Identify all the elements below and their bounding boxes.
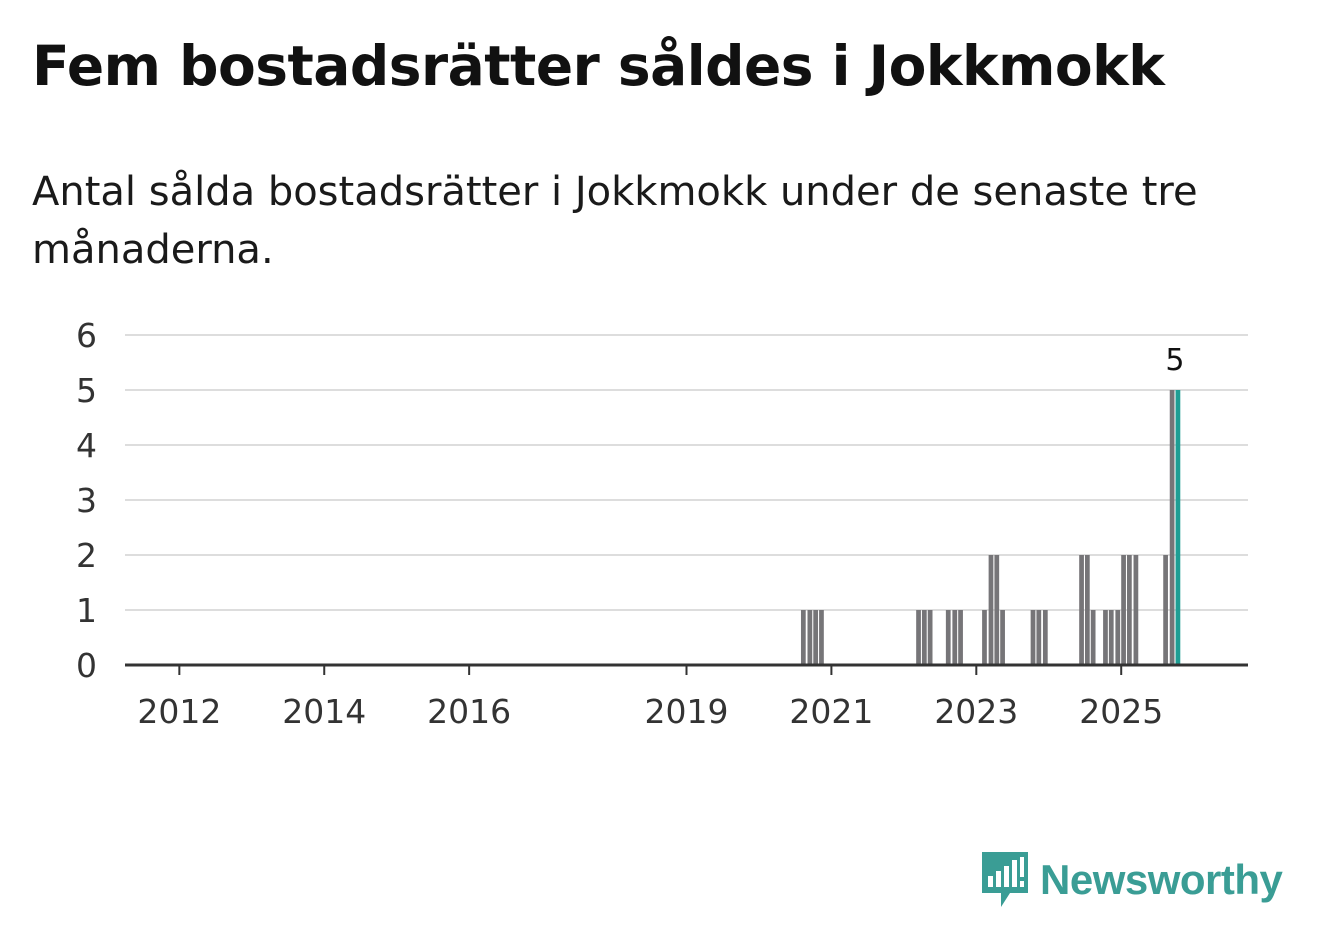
bar — [1170, 390, 1175, 665]
y-tick-label: 0 — [76, 646, 97, 685]
bar — [982, 610, 987, 665]
bar — [1036, 610, 1041, 665]
bar — [1121, 555, 1126, 665]
bar — [989, 555, 994, 665]
axes — [125, 665, 1248, 675]
highlight-value-label: 5 — [1165, 343, 1184, 378]
bar — [1079, 555, 1084, 665]
bar — [819, 610, 824, 665]
newsworthy-logo: Newsworthy — [980, 848, 1282, 912]
bar — [1091, 610, 1096, 665]
bar — [994, 555, 999, 665]
bar-chart: 0 1 2 3 4 5 6 5 2012 2014 2016 2019 2021 2023 2025 — [0, 0, 1322, 760]
x-tick-label: 2023 — [934, 692, 1018, 731]
bar — [958, 610, 963, 665]
newsworthy-logo-icon — [980, 849, 1030, 911]
y-tick-label: 2 — [76, 536, 97, 575]
y-tick-label: 3 — [76, 481, 97, 520]
y-tick-label: 6 — [76, 316, 97, 355]
bar — [922, 610, 927, 665]
bar — [928, 610, 933, 665]
brand-name: Newsworthy — [1040, 856, 1282, 904]
labels: 0 1 2 3 4 5 6 5 2012 2014 2016 2019 2021 2023 2025 — [76, 316, 1184, 731]
y-tick-label: 1 — [76, 591, 97, 630]
bar — [1163, 555, 1168, 665]
x-tick-label: 2016 — [427, 692, 511, 731]
bar — [916, 610, 921, 665]
bar — [1103, 610, 1108, 665]
bar — [1109, 610, 1114, 665]
bar — [946, 610, 951, 665]
bar — [952, 610, 957, 665]
x-tick-label: 2019 — [645, 692, 729, 731]
x-tick-label: 2021 — [789, 692, 873, 731]
bar — [807, 610, 812, 665]
bar — [801, 610, 806, 665]
bar — [1134, 555, 1139, 665]
bar — [1127, 555, 1132, 665]
y-tick-label: 5 — [76, 371, 97, 410]
bar — [1115, 610, 1120, 665]
x-tick-label: 2025 — [1079, 692, 1163, 731]
y-tick-label: 4 — [76, 426, 97, 465]
bar — [1000, 610, 1005, 665]
bars — [801, 390, 1180, 665]
x-tick-label: 2014 — [282, 692, 366, 731]
bar — [1031, 610, 1036, 665]
x-tick-label: 2012 — [137, 692, 221, 731]
bar — [1043, 610, 1048, 665]
bar — [813, 610, 818, 665]
bar — [1085, 555, 1090, 665]
highlight-bar — [1176, 390, 1181, 665]
